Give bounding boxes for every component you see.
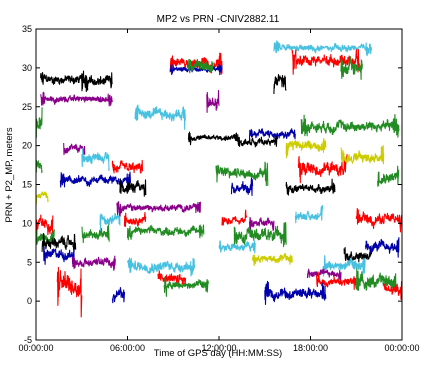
series-line-14 — [43, 245, 75, 265]
x-axis-label: Time of GPS day (HH:MM:SS) — [154, 348, 282, 359]
series-line-38 — [252, 252, 293, 267]
series-line-42 — [273, 40, 373, 57]
series-line-59 — [355, 268, 397, 292]
y-tick-label: 0 — [27, 296, 32, 306]
series-line-19 — [116, 201, 202, 217]
y-tick-label: -5 — [24, 335, 32, 345]
series-line-57 — [316, 271, 357, 290]
y-tick-label: 30 — [22, 63, 32, 73]
series-line-41 — [273, 73, 287, 95]
series-line-18 — [99, 209, 121, 231]
series-line-55 — [322, 255, 366, 277]
series-line-33 — [215, 161, 269, 187]
series-line-7 — [59, 171, 132, 189]
series-line-10 — [35, 191, 49, 205]
series-line-17 — [81, 224, 110, 244]
x-tick-label: 18:00:00 — [293, 343, 328, 353]
series-line-1 — [81, 70, 113, 92]
y-tick-label: 25 — [22, 102, 32, 112]
x-tick-label: 06:00:00 — [110, 343, 145, 353]
y-axis-label: PRN + P2_MP, meters — [4, 127, 15, 222]
series-line-26 — [134, 104, 187, 130]
series-line-29 — [187, 58, 214, 74]
ticks-layer: 00:00:00 06:00:00 12:00:00 18:00:00 00:00:00… — [18, 24, 419, 353]
series-line-32 — [221, 209, 248, 226]
series-line-28 — [169, 64, 223, 76]
series-line-0 — [40, 72, 89, 93]
y-tick-label: 35 — [22, 24, 32, 34]
series-line-39 — [248, 128, 296, 140]
series-line-30 — [206, 89, 220, 113]
series-line-46 — [285, 137, 327, 159]
series-line-24 — [157, 270, 187, 287]
series-line-16 — [56, 266, 83, 318]
series-line-35 — [248, 217, 275, 231]
series-line-58 — [264, 280, 327, 306]
series-line-11 — [35, 214, 54, 236]
series-line-13 — [41, 232, 77, 252]
series-line-31 — [187, 131, 238, 146]
series-line-22 — [111, 287, 126, 304]
series-line-5 — [81, 147, 110, 171]
series-line-8 — [111, 159, 144, 174]
series-line-50 — [294, 204, 324, 224]
series-line-2 — [40, 91, 113, 107]
series-line-54 — [364, 237, 400, 258]
series-line-9 — [119, 178, 147, 197]
series-line-45 — [300, 114, 400, 138]
series-line-40 — [236, 134, 278, 148]
series-line-60 — [383, 281, 403, 300]
x-tick-label: 00:00:00 — [18, 343, 53, 353]
chart-title: MP2 vs PRN -CNIV2882.11 — [157, 14, 280, 25]
series-line-51 — [355, 207, 403, 233]
series-line-20 — [123, 211, 147, 227]
series-layer — [35, 40, 403, 318]
series-line-53 — [343, 245, 373, 263]
y-tick-label: 5 — [27, 257, 32, 267]
y-tick-label: 10 — [22, 218, 32, 228]
series-line-37 — [218, 240, 256, 254]
x-tick-label: 00:00:00 — [384, 343, 419, 353]
series-line-56 — [306, 268, 342, 282]
series-line-47 — [297, 154, 348, 184]
series-line-43 — [291, 49, 360, 75]
series-line-12 — [35, 229, 55, 246]
series-line-21 — [126, 224, 205, 241]
series-line-23 — [126, 257, 196, 277]
y-tick-label: 15 — [22, 180, 32, 190]
series-line-3 — [35, 107, 43, 139]
series-line-36 — [233, 222, 287, 248]
series-line-48 — [285, 178, 336, 196]
series-line-15 — [72, 255, 116, 271]
x-tick-label: 12:00:00 — [201, 343, 236, 353]
series-line-52 — [377, 165, 400, 187]
series-line-49 — [340, 145, 385, 165]
series-line-6 — [35, 159, 43, 174]
series-line-44 — [340, 56, 363, 81]
series-line-25 — [163, 276, 209, 297]
series-line-34 — [230, 177, 254, 197]
series-line-4 — [62, 142, 86, 156]
y-tick-label: 20 — [22, 141, 32, 151]
